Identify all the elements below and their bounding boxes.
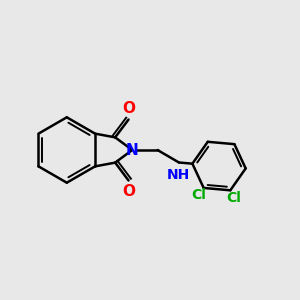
Text: O: O bbox=[122, 184, 135, 199]
Text: Cl: Cl bbox=[191, 188, 206, 202]
Text: Cl: Cl bbox=[226, 191, 242, 206]
Text: NH: NH bbox=[167, 168, 190, 182]
Text: N: N bbox=[126, 142, 139, 158]
Text: O: O bbox=[122, 101, 135, 116]
